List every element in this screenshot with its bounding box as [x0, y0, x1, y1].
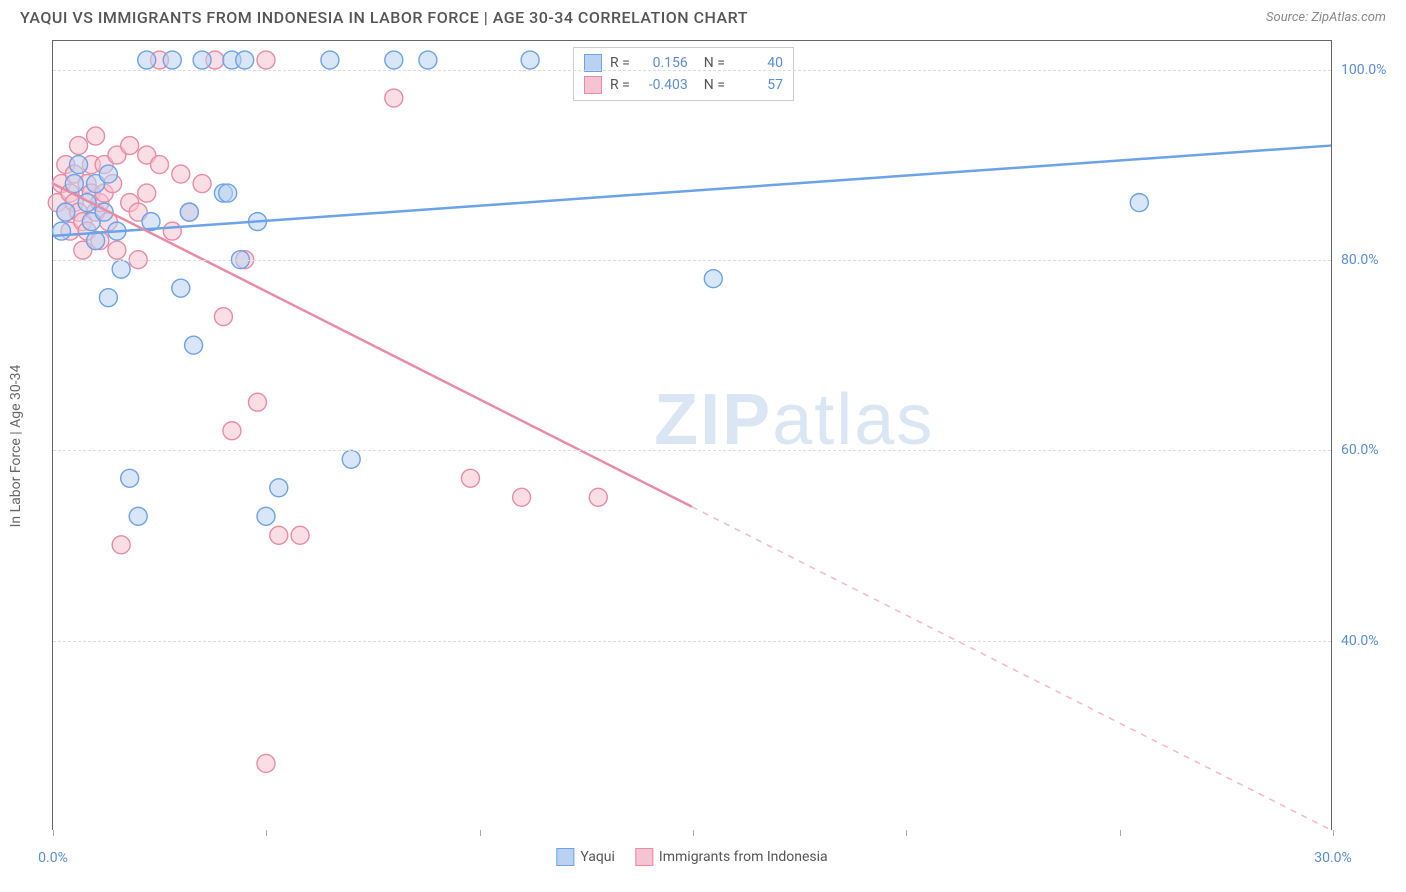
data-point — [248, 393, 266, 411]
data-point — [270, 479, 288, 497]
legend-row-indonesia: R = -0.403 N = 57 — [584, 74, 783, 96]
data-point — [87, 127, 105, 145]
x-tick — [1333, 830, 1334, 836]
data-point — [138, 184, 156, 202]
regression-line — [53, 146, 1331, 236]
data-point — [257, 507, 275, 525]
x-tick — [53, 830, 54, 836]
gridline — [53, 641, 1331, 642]
data-point — [163, 51, 181, 69]
data-point — [257, 51, 275, 69]
data-point — [385, 89, 403, 107]
data-point — [219, 184, 237, 202]
data-point — [70, 137, 88, 155]
legend-item: Yaqui — [556, 848, 615, 866]
data-point — [99, 289, 117, 307]
data-point — [53, 222, 71, 240]
data-point — [70, 156, 88, 174]
data-point — [342, 450, 360, 468]
data-point — [121, 137, 139, 155]
data-point — [112, 536, 130, 554]
data-point — [99, 165, 117, 183]
data-point — [108, 241, 126, 259]
correlation-legend: R = 0.156 N = 40 R = -0.403 N = 57 — [573, 47, 794, 101]
data-point — [185, 336, 203, 354]
regression-line — [53, 184, 692, 507]
data-point — [163, 222, 181, 240]
data-point — [291, 526, 309, 544]
data-point — [214, 308, 232, 326]
chart-header: YAQUI VS IMMIGRANTS FROM INDONESIA IN LA… — [0, 0, 1406, 31]
legend-swatch — [635, 848, 653, 866]
y-tick-label: 100.0% — [1341, 62, 1391, 78]
data-point — [112, 260, 130, 278]
x-tick — [906, 830, 907, 836]
gridline — [53, 260, 1331, 261]
x-tick-label: 30.0% — [1314, 850, 1352, 866]
data-point — [138, 51, 156, 69]
legend-label: Immigrants from Indonesia — [659, 849, 828, 865]
series-legend: Yaqui Immigrants from Indonesia — [556, 848, 827, 866]
y-tick-label: 40.0% — [1341, 633, 1391, 649]
data-point — [223, 422, 241, 440]
chart-plot-area: ZIPatlas R = 0.156 N = 40 R = -0.403 N =… — [52, 40, 1332, 830]
y-tick-label: 80.0% — [1341, 252, 1391, 268]
data-point — [461, 469, 479, 487]
data-point — [151, 156, 169, 174]
data-point — [193, 51, 211, 69]
x-tick — [480, 830, 481, 836]
data-point — [321, 51, 339, 69]
legend-label: Yaqui — [580, 849, 615, 865]
y-axis-label: In Labor Force | Age 30-34 — [8, 365, 24, 528]
gridline — [53, 450, 1331, 451]
data-point — [172, 165, 190, 183]
source-attribution: Source: ZipAtlas.com — [1266, 10, 1386, 25]
data-point — [172, 279, 190, 297]
regression-line-extrapolated — [692, 507, 1331, 830]
x-tick — [693, 830, 694, 836]
data-point — [385, 51, 403, 69]
chart-svg — [53, 41, 1331, 830]
x-tick — [266, 830, 267, 836]
data-point — [270, 526, 288, 544]
data-point — [257, 754, 275, 772]
data-point — [129, 507, 147, 525]
data-point — [589, 488, 607, 506]
legend-swatch — [556, 848, 574, 866]
x-tick — [1120, 830, 1121, 836]
swatch-indonesia — [584, 76, 602, 94]
chart-title: YAQUI VS IMMIGRANTS FROM INDONESIA IN LA… — [20, 8, 748, 27]
data-point — [521, 51, 539, 69]
data-point — [419, 51, 437, 69]
legend-item: Immigrants from Indonesia — [635, 848, 828, 866]
data-point — [121, 469, 139, 487]
x-tick-label: 0.0% — [38, 850, 68, 866]
data-point — [180, 203, 198, 221]
legend-row-yaqui: R = 0.156 N = 40 — [584, 52, 783, 74]
data-point — [513, 488, 531, 506]
data-point — [236, 51, 254, 69]
gridline — [53, 70, 1331, 71]
data-point — [1130, 194, 1148, 212]
y-tick-label: 60.0% — [1341, 442, 1391, 458]
data-point — [57, 203, 75, 221]
data-point — [193, 175, 211, 193]
data-point — [704, 270, 722, 288]
